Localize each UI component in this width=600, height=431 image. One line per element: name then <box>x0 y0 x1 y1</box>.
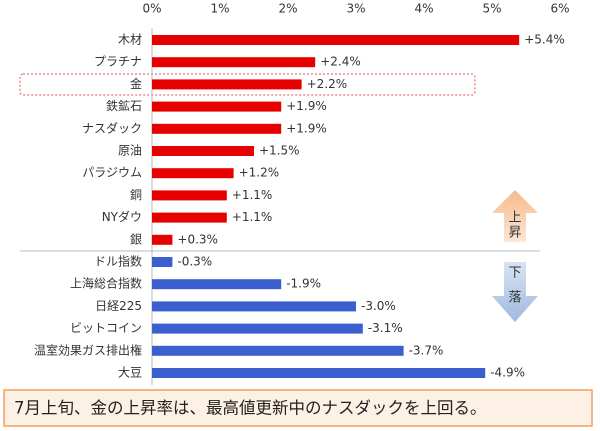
y-tick-label: 大豆 <box>118 366 142 380</box>
value-label: -3.0% <box>361 299 396 313</box>
value-label: -3.1% <box>368 321 403 335</box>
y-tick-label: パラジウム <box>82 166 142 180</box>
y-tick-label: 銀 <box>130 232 142 246</box>
y-tick-label: 温室効果ガス排出権 <box>34 342 142 357</box>
x-tick-label: 0% <box>142 2 161 16</box>
bar <box>152 301 356 312</box>
x-tick-label: 2% <box>278 2 297 16</box>
value-label: +1.2% <box>239 166 280 180</box>
x-tick-label: 1% <box>210 2 229 16</box>
y-tick-label: 原油 <box>118 144 142 158</box>
y-tick-label: NYダウ <box>102 209 142 224</box>
value-label: +2.2% <box>307 77 348 91</box>
highlight <box>19 73 476 96</box>
bar <box>152 79 302 90</box>
bar <box>152 323 363 334</box>
y-tick-label: ナスダック <box>82 120 142 135</box>
up-label: 昇 <box>508 226 521 241</box>
value-label: -3.7% <box>409 343 444 357</box>
value-label: +0.3% <box>177 232 218 246</box>
bar <box>152 146 254 156</box>
x-tick-label: 3% <box>346 2 365 16</box>
down-arrow <box>492 262 538 322</box>
y-tick-label: 金 <box>130 76 142 91</box>
y-tick-label: ビットコイン <box>70 321 142 335</box>
bar <box>152 212 227 223</box>
y-tick-label: 銅 <box>130 188 142 202</box>
caption-box <box>3 389 593 427</box>
y-tick-label: プラチナ <box>94 55 142 69</box>
bar <box>152 101 282 112</box>
bar <box>152 168 234 179</box>
up-arrow <box>492 190 538 242</box>
y-tick-label: ドル指数 <box>94 254 142 269</box>
value-label: +2.4% <box>320 55 361 69</box>
value-label: +1.1% <box>232 210 273 224</box>
value-label: +1.1% <box>232 188 273 202</box>
value-label: +1.9% <box>286 121 327 135</box>
y-tick-label: 上海総合指数 <box>70 276 142 291</box>
bar <box>152 257 173 267</box>
down-label: 落 <box>508 291 521 306</box>
bar <box>152 190 227 201</box>
caption: 7月上旬、金の上昇率は、最高値更新中のナスダックを上回る。 <box>14 399 487 418</box>
down-label: 下 <box>508 266 521 281</box>
value-label: +1.5% <box>259 144 300 158</box>
up-label: 上 <box>508 211 521 226</box>
value-label: +5.4% <box>524 33 565 47</box>
x-tick-label: 5% <box>482 2 501 16</box>
value-label: -1.9% <box>286 277 321 291</box>
bar <box>152 123 282 134</box>
bar <box>152 57 316 68</box>
bar <box>152 345 404 356</box>
y-tick-label: 鉄鉱石 <box>106 98 142 113</box>
bar <box>152 35 520 45</box>
bar <box>152 234 173 245</box>
bar <box>152 368 486 378</box>
value-label: +1.9% <box>286 99 327 113</box>
y-tick-label: 木材 <box>118 33 142 47</box>
x-tick-label: 4% <box>414 2 433 16</box>
y-tick-label: 日経225 <box>95 299 142 313</box>
x-tick-label: 6% <box>550 2 569 16</box>
value-label: -4.9% <box>490 366 525 380</box>
bar <box>152 279 282 290</box>
value-label: -0.3% <box>177 255 212 269</box>
